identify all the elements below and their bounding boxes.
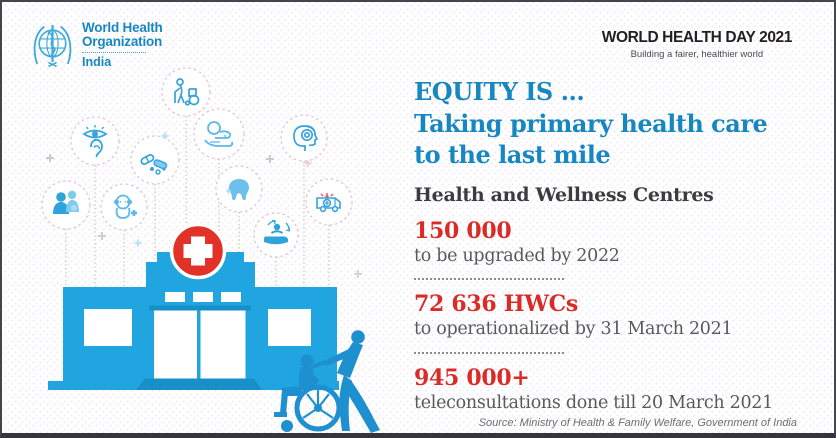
dotted-divider: [414, 278, 564, 280]
maternal-care-icon: [204, 121, 234, 147]
health-centre-building: [48, 222, 339, 390]
door-panel-left: [154, 310, 197, 380]
stat-value: 150 000: [414, 217, 512, 244]
left-window: [84, 309, 132, 346]
event-title: WORLD HEALTH DAY 2021: [601, 29, 793, 46]
stat-value: 945 000+: [414, 364, 530, 391]
dotted-divider: [414, 351, 564, 354]
icon-balloons: [41, 67, 353, 258]
who-emblem-icon: [33, 25, 72, 68]
stat-description: to be upgraded by 2022: [414, 245, 620, 266]
event-block: WORLD HEALTH DAY 2021 Building a fairer,…: [601, 29, 793, 60]
person-pushing-wheelchair: [274, 330, 380, 433]
heading-line-3: to the last mile: [414, 140, 611, 169]
dental-icon: [226, 179, 249, 201]
who-divider: [82, 52, 146, 53]
red-cross-sign: [169, 222, 227, 280]
care-support-icon: [264, 219, 291, 245]
who-org-line1: World Health: [82, 20, 163, 35]
who-org-line2: Organization: [82, 34, 163, 49]
medicines-icon: [140, 154, 168, 175]
subheading: Health and Wellness Centres: [414, 183, 714, 206]
pediment-windows: [165, 292, 241, 302]
mental-health-icon: [293, 125, 319, 151]
stat-block: 945 000+ teleconsultations done till 20 …: [414, 365, 797, 415]
who-logo-block: World Health Organization India: [30, 21, 163, 69]
main-heading: EQUITY IS ... Taking primary health care…: [414, 76, 797, 171]
stat-value: 72 636 HWCs: [414, 291, 578, 317]
stat-block: 150 000 to be upgraded by 2022: [414, 218, 797, 268]
content-column: EQUITY IS ... Taking primary health care…: [414, 76, 797, 430]
child-health-icon: [113, 194, 137, 219]
balloon-circles: [41, 67, 353, 258]
who-country: India: [82, 55, 112, 69]
door-panel-right: [200, 310, 246, 380]
heading-line-2: Taking primary health care: [414, 108, 768, 138]
right-window: [268, 309, 311, 346]
stat-block: 72 636 HWCs to operationalized by 31 Mar…: [414, 291, 797, 341]
stat-description: teleconsultations done till 20 March 202…: [414, 392, 773, 413]
vision-hearing-icon: [82, 125, 108, 158]
stat-description: to operationalized by 31 March 2021: [414, 319, 733, 339]
source-credit: Source: Ministry of Health & Family Welf…: [478, 417, 797, 429]
door-lintel: [149, 305, 251, 311]
elderly-care-icon: [174, 78, 200, 106]
ambulance-icon: [316, 193, 341, 213]
family-icon: [53, 190, 79, 214]
who-text: World Health Organization India: [82, 21, 163, 69]
event-tagline: Building a fairer, healthier world: [630, 49, 764, 60]
entrance-step: [136, 378, 262, 390]
heading-line-1: EQUITY IS ...: [414, 77, 585, 106]
white-cross-icon: [183, 236, 213, 266]
illustration: [41, 67, 380, 433]
